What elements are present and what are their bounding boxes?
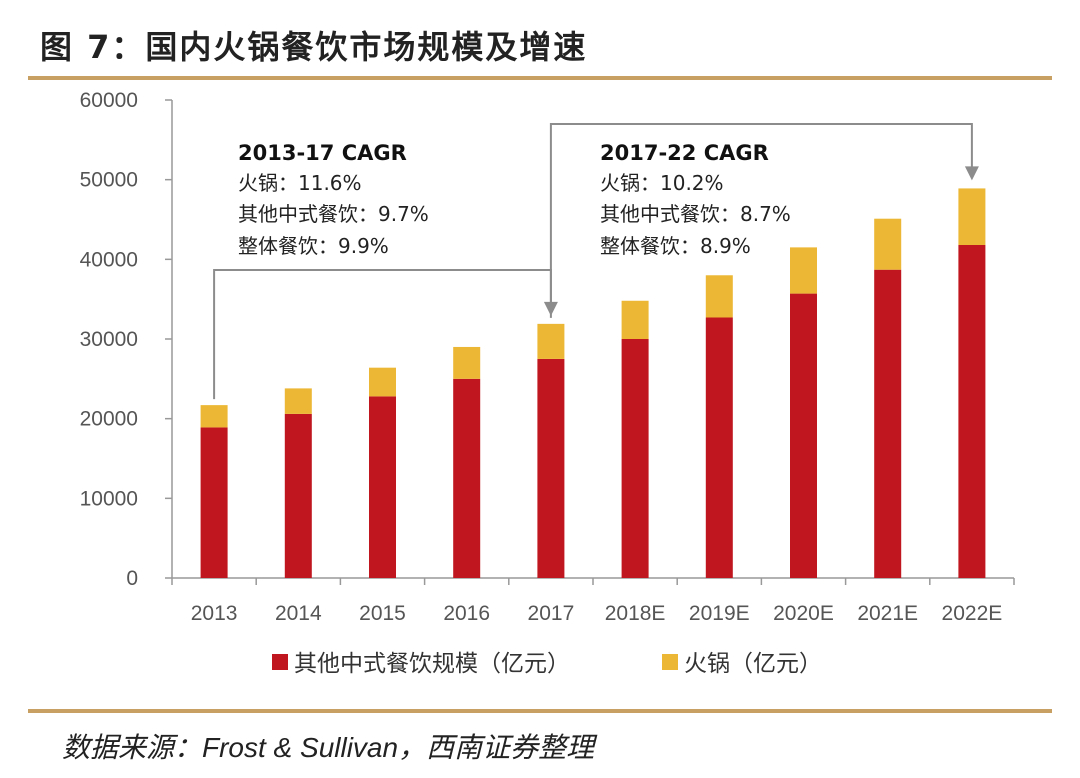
- y-tick-label: 60000: [80, 89, 138, 112]
- bar-hotpot-segment: [705, 275, 733, 318]
- annotation-head: 2017-22 CAGR: [600, 141, 769, 165]
- x-tick-label: 2020E: [773, 602, 834, 625]
- page-title: 图 7：国内火锅餐饮市场规模及增速: [40, 28, 588, 66]
- y-axis: 0 10000 20000 30000 40000 50000 60000: [80, 89, 173, 590]
- bar-other-segment: [621, 339, 649, 578]
- legend-label-hotpot: 火锅（亿元）: [684, 651, 822, 677]
- bar-hotpot-segment: [284, 388, 312, 414]
- source-note: 数据来源：Frost & Sullivan，西南证券整理: [62, 732, 595, 763]
- y-tick-label: 20000: [80, 408, 138, 431]
- cagr-arrows: [213, 123, 979, 400]
- y-tick-label: 50000: [80, 169, 138, 192]
- legend-swatch-other: [272, 654, 288, 670]
- bar-other-segment: [958, 244, 986, 578]
- y-tick-label: 40000: [80, 248, 138, 271]
- bar-other-segment: [537, 358, 565, 578]
- bar-hotpot-segment: [874, 218, 902, 270]
- x-axis: 2013 2014 2015 2016 2017 2018E 2019E 2020E 2021E…: [171, 577, 1015, 625]
- x-tick-label: 2022E: [942, 602, 1003, 625]
- bar-other-segment: [453, 378, 481, 578]
- x-tick-label: 2018E: [605, 602, 666, 625]
- annotation-2013-17: 2013-17 CAGR 火锅：11.6% 其他中式餐饮：9.7% 整体餐饮：9…: [238, 141, 429, 258]
- bar-hotpot-segment: [537, 323, 565, 359]
- legend-swatch-hotpot: [662, 654, 678, 670]
- bar-hotpot-segment: [621, 300, 649, 339]
- arrow-2017-2022-arrowhead: [964, 166, 979, 181]
- annotation-line: 火锅：11.6%: [238, 171, 362, 195]
- x-tick-label: 2017: [528, 602, 575, 625]
- annotation-line: 整体餐饮：9.9%: [238, 234, 389, 258]
- x-tick-label: 2013: [191, 602, 238, 625]
- bar-hotpot-segment: [790, 247, 817, 294]
- annotation-line: 整体餐饮：8.9%: [600, 234, 751, 258]
- y-tick-label: 10000: [80, 487, 138, 510]
- bar-hotpot-segment: [453, 346, 481, 379]
- y-tick-label: 30000: [80, 328, 138, 351]
- x-tick-label: 2014: [275, 602, 322, 625]
- bar-hotpot-segment: [958, 188, 986, 245]
- legend: 其他中式餐饮规模（亿元） 火锅（亿元）: [272, 651, 822, 677]
- arrow-2017-2022-line: [549, 123, 973, 318]
- legend-label-other: 其他中式餐饮规模（亿元）: [294, 651, 570, 677]
- x-tick-label: 2016: [443, 602, 490, 625]
- annotation-line: 火锅：10.2%: [600, 171, 724, 195]
- annotation-line: 其他中式餐饮：9.7%: [238, 202, 429, 226]
- stacked-bar-chart: 0 10000 20000 30000 40000 50000 60000 2013 2014…: [80, 89, 1015, 677]
- bar-hotpot-segment: [369, 367, 396, 397]
- bars: [200, 188, 986, 578]
- bar-other-segment: [874, 269, 902, 578]
- annotation-2017-22: 2017-22 CAGR 火锅：10.2% 其他中式餐饮：8.7% 整体餐饮：8…: [600, 141, 791, 258]
- bar-hotpot-segment: [200, 405, 228, 428]
- bar-other-segment: [200, 427, 228, 578]
- bar-other-segment: [284, 413, 312, 578]
- x-tick-label: 2019E: [689, 602, 750, 625]
- x-tick-label: 2021E: [857, 602, 918, 625]
- bar-other-segment: [369, 396, 396, 578]
- bar-other-segment: [790, 293, 817, 578]
- bar-other-segment: [705, 317, 733, 578]
- annotation-head: 2013-17 CAGR: [238, 141, 407, 165]
- top-divider: [28, 76, 1052, 80]
- x-tick-label: 2015: [359, 602, 406, 625]
- y-tick-label: 0: [126, 567, 138, 590]
- annotation-line: 其他中式餐饮：8.7%: [600, 202, 791, 226]
- bottom-divider: [28, 709, 1052, 713]
